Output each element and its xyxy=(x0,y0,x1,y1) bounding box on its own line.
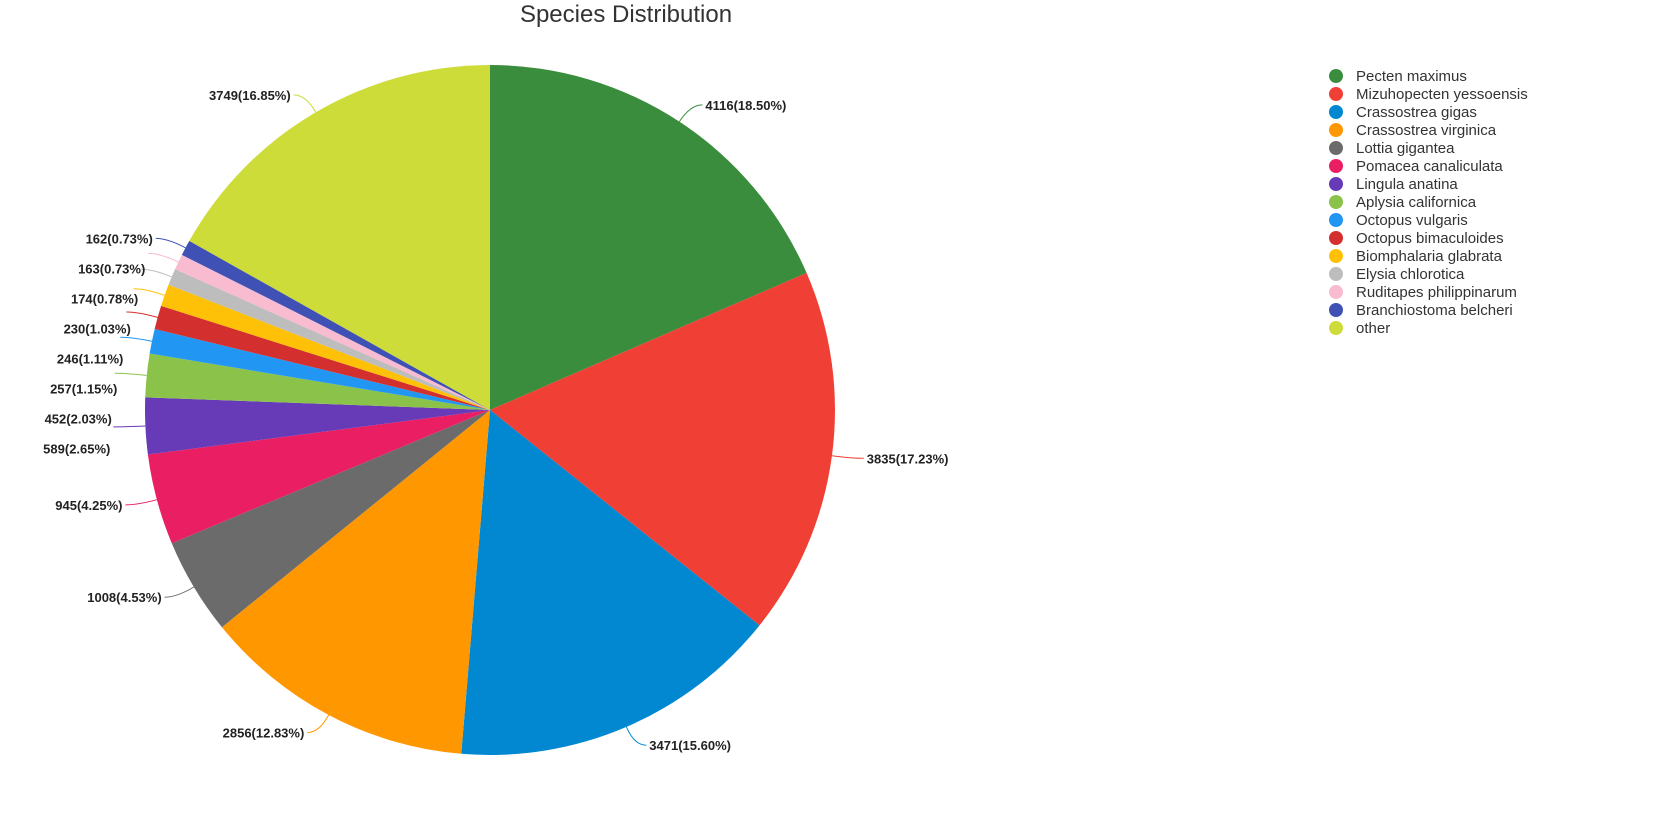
leader-line-aplysia-californica xyxy=(114,372,147,376)
pie-slice-aplysia-californica[interactable] xyxy=(145,353,491,410)
legend-item-other[interactable]: other xyxy=(1329,320,1390,337)
data-label-lottia-gigantea: 1008(4.53%) xyxy=(87,590,161,605)
data-labels: 4116(18.50%) 3835(17.23%) 3471(15.60%) 2856… xyxy=(43,88,948,753)
leader-line-biomphalaria-glabrata xyxy=(133,288,165,296)
data-label-pomacea-canaliculata: 945(4.25%) xyxy=(55,498,122,513)
legend-label-branchiostoma-belcheri: Branchiostoma belcheri xyxy=(1356,302,1513,319)
legend-swatch-branchiostoma-belcheri xyxy=(1329,303,1343,317)
legend-swatch-other xyxy=(1329,321,1343,335)
legend-item-pecten-maximus[interactable]: Pecten maximus xyxy=(1329,68,1467,85)
legend-swatch-pecten-maximus xyxy=(1329,69,1343,83)
data-label-crassostrea-gigas: 3471(15.60%) xyxy=(649,738,731,753)
legend-swatch-elysia-chlorotica xyxy=(1329,267,1343,281)
pie-slice-elysia-chlorotica[interactable] xyxy=(168,269,490,410)
data-label-elysia-chlorotica: 174(0.78%) xyxy=(71,291,138,306)
legend-label-octopus-vulgaris: Octopus vulgaris xyxy=(1356,212,1468,229)
legend-item-branchiostoma-belcheri[interactable]: Branchiostoma belcheri xyxy=(1329,302,1513,319)
legend-item-biomphalaria-glabrata[interactable]: Biomphalaria glabrata xyxy=(1329,248,1503,265)
legend-label-lottia-gigantea: Lottia gigantea xyxy=(1356,140,1455,157)
data-label-lingula-anatina: 589(2.65%) xyxy=(43,441,110,456)
leader-line-elysia-chlorotica xyxy=(141,268,172,278)
leader-line-pomacea-canaliculata xyxy=(125,499,158,506)
legend-item-ruditapes-philippinarum[interactable]: Ruditapes philippinarum xyxy=(1329,284,1517,301)
pie-slice-crassostrea-gigas[interactable] xyxy=(461,410,760,756)
legend-swatch-octopus-vulgaris xyxy=(1329,213,1343,227)
data-label-octopus-bimaculoides: 246(1.11%) xyxy=(57,351,124,366)
legend-label-lingula-anatina: Lingula anatina xyxy=(1356,176,1458,193)
legend-swatch-biomphalaria-glabrata xyxy=(1329,249,1343,263)
pie-slice-crassostrea-virginica[interactable] xyxy=(221,410,490,754)
pie-slice-lottia-gigantea[interactable] xyxy=(171,410,490,628)
legend-item-pomacea-canaliculata[interactable]: Pomacea canaliculata xyxy=(1329,158,1503,175)
legend-label-aplysia-californica: Aplysia californica xyxy=(1356,194,1477,211)
legend-swatch-pomacea-canaliculata xyxy=(1329,159,1343,173)
legend-label-biomphalaria-glabrata: Biomphalaria glabrata xyxy=(1356,248,1503,265)
data-label-mizuhopecten-yessoensis: 3835(17.23%) xyxy=(867,451,949,466)
data-label-ruditapes-philippinarum: 163(0.73%) xyxy=(78,261,145,276)
pie-slices xyxy=(144,65,835,756)
data-label-other: 3749(16.85%) xyxy=(209,88,291,103)
leader-line-lottia-gigantea xyxy=(164,586,195,598)
legend-label-pomacea-canaliculata: Pomacea canaliculata xyxy=(1356,158,1503,175)
pie-slice-pecten-maximus[interactable] xyxy=(490,65,807,410)
legend-swatch-crassostrea-gigas xyxy=(1329,105,1343,119)
legend-item-octopus-vulgaris[interactable]: Octopus vulgaris xyxy=(1329,212,1468,229)
leader-line-ruditapes-philippinarum xyxy=(148,252,179,263)
pie-slice-mizuhopecten-yessoensis[interactable] xyxy=(490,272,835,626)
legend-swatch-lottia-gigantea xyxy=(1329,141,1343,155)
legend-item-octopus-bimaculoides[interactable]: Octopus bimaculoides xyxy=(1329,230,1504,247)
legend-swatch-ruditapes-philippinarum xyxy=(1329,285,1343,299)
pie-slice-branchiostoma-belcheri[interactable] xyxy=(181,240,490,410)
pie-slice-ruditapes-philippinarum[interactable] xyxy=(175,254,491,410)
data-label-crassostrea-virginica: 2856(12.83%) xyxy=(223,726,305,741)
label-leader-lines xyxy=(113,94,864,746)
legend-item-crassostrea-virginica[interactable]: Crassostrea virginica xyxy=(1329,122,1497,139)
legend-swatch-crassostrea-virginica xyxy=(1329,123,1343,137)
data-label-pecten-maximus: 4116(18.50%) xyxy=(705,98,786,113)
data-label-aplysia-californica: 452(2.03%) xyxy=(45,411,112,426)
legend-swatch-aplysia-californica xyxy=(1329,195,1343,209)
leader-line-lingula-anatina xyxy=(113,425,146,428)
pie-slice-octopus-bimaculoides[interactable] xyxy=(154,305,490,410)
leader-line-other xyxy=(293,94,317,113)
legend-label-ruditapes-philippinarum: Ruditapes philippinarum xyxy=(1356,284,1517,301)
legend-label-crassostrea-gigas: Crassostrea gigas xyxy=(1356,104,1477,121)
legend-item-aplysia-californica[interactable]: Aplysia californica xyxy=(1329,194,1477,211)
legend-item-lottia-gigantea[interactable]: Lottia gigantea xyxy=(1329,140,1455,157)
pie-slice-other[interactable] xyxy=(189,65,490,410)
legend-swatch-lingula-anatina xyxy=(1329,177,1343,191)
leader-line-octopus-vulgaris xyxy=(120,336,152,342)
leader-line-branchiostoma-belcheri xyxy=(155,237,186,249)
legend-label-mizuhopecten-yessoensis: Mizuhopecten yessoensis xyxy=(1356,86,1528,103)
legend-swatch-octopus-bimaculoides xyxy=(1329,231,1343,245)
legend-item-lingula-anatina[interactable]: Lingula anatina xyxy=(1329,176,1458,193)
legend-item-crassostrea-gigas[interactable]: Crassostrea gigas xyxy=(1329,104,1477,121)
pie-slice-lingula-anatina[interactable] xyxy=(144,397,490,455)
pie-slice-biomphalaria-glabrata[interactable] xyxy=(161,284,490,410)
data-label-biomphalaria-glabrata: 230(1.03%) xyxy=(64,321,131,336)
legend-item-elysia-chlorotica[interactable]: Elysia chlorotica xyxy=(1329,266,1465,283)
leader-line-crassostrea-gigas xyxy=(625,726,647,746)
legend-label-pecten-maximus: Pecten maximus xyxy=(1356,68,1467,85)
legend-item-mizuhopecten-yessoensis[interactable]: Mizuhopecten yessoensis xyxy=(1329,86,1528,103)
pie-slice-octopus-vulgaris[interactable] xyxy=(149,329,490,410)
legend-label-octopus-bimaculoides: Octopus bimaculoides xyxy=(1356,230,1504,247)
legend-label-other: other xyxy=(1356,320,1390,337)
legend-label-elysia-chlorotica: Elysia chlorotica xyxy=(1356,266,1465,283)
legend-label-crassostrea-virginica: Crassostrea virginica xyxy=(1356,122,1497,139)
data-label-branchiostoma-belcheri: 162(0.73%) xyxy=(86,231,153,246)
leader-line-mizuhopecten-yessoensis xyxy=(831,455,864,459)
pie-slice-pomacea-canaliculata[interactable] xyxy=(147,410,490,544)
leader-line-crassostrea-virginica xyxy=(307,714,330,734)
legend-swatch-mizuhopecten-yessoensis xyxy=(1329,87,1343,101)
data-label-octopus-vulgaris: 257(1.15%) xyxy=(50,381,117,396)
leader-line-octopus-bimaculoides xyxy=(126,311,158,318)
chart-title: Species Distribution xyxy=(520,1,732,28)
leader-line-pecten-maximus xyxy=(678,104,703,122)
